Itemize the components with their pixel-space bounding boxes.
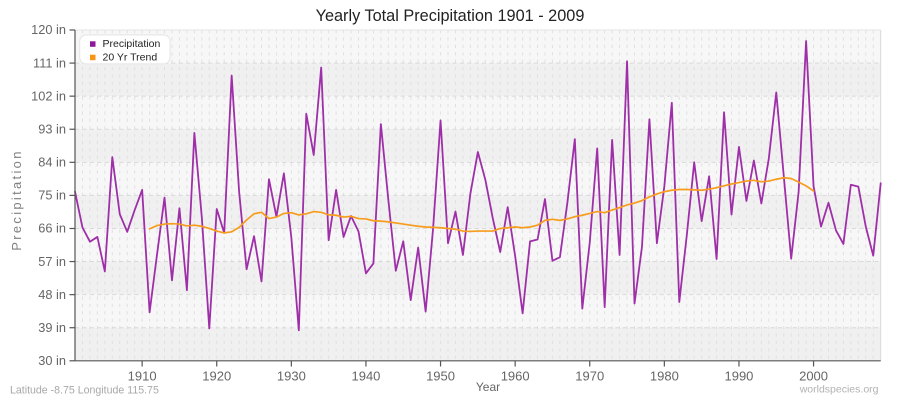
svg-text:57 in: 57 in	[38, 254, 66, 269]
svg-text:39 in: 39 in	[38, 320, 66, 335]
svg-text:30 in: 30 in	[38, 353, 66, 368]
svg-text:1990: 1990	[724, 369, 753, 384]
svg-text:20 Yr Trend: 20 Yr Trend	[103, 51, 158, 63]
svg-text:66 in: 66 in	[38, 221, 66, 236]
svg-text:1930: 1930	[277, 369, 306, 384]
svg-text:93 in: 93 in	[38, 121, 66, 136]
svg-text:1980: 1980	[650, 369, 679, 384]
svg-text:Latitude -8.75 Longitude 115.7: Latitude -8.75 Longitude 115.75	[10, 384, 159, 396]
svg-text:worldspecies.org: worldspecies.org	[799, 384, 879, 396]
svg-text:75 in: 75 in	[38, 188, 66, 203]
svg-text:1920: 1920	[202, 369, 231, 384]
svg-text:120 in: 120 in	[31, 22, 66, 37]
svg-text:Precipitation: Precipitation	[9, 149, 24, 250]
svg-text:Year: Year	[476, 380, 500, 394]
svg-text:84 in: 84 in	[38, 155, 66, 170]
svg-text:1970: 1970	[575, 369, 604, 384]
svg-text:48 in: 48 in	[38, 287, 66, 302]
svg-text:2000: 2000	[799, 369, 828, 384]
svg-text:1950: 1950	[426, 369, 455, 384]
svg-text:Yearly Total Precipitation 190: Yearly Total Precipitation 1901 - 2009	[316, 7, 585, 25]
svg-text:1940: 1940	[351, 369, 380, 384]
svg-text:111 in: 111 in	[33, 55, 66, 70]
svg-text:102 in: 102 in	[31, 88, 66, 103]
svg-text:Precipitation: Precipitation	[103, 38, 161, 50]
svg-text:1910: 1910	[128, 369, 157, 384]
svg-text:1960: 1960	[501, 369, 530, 384]
